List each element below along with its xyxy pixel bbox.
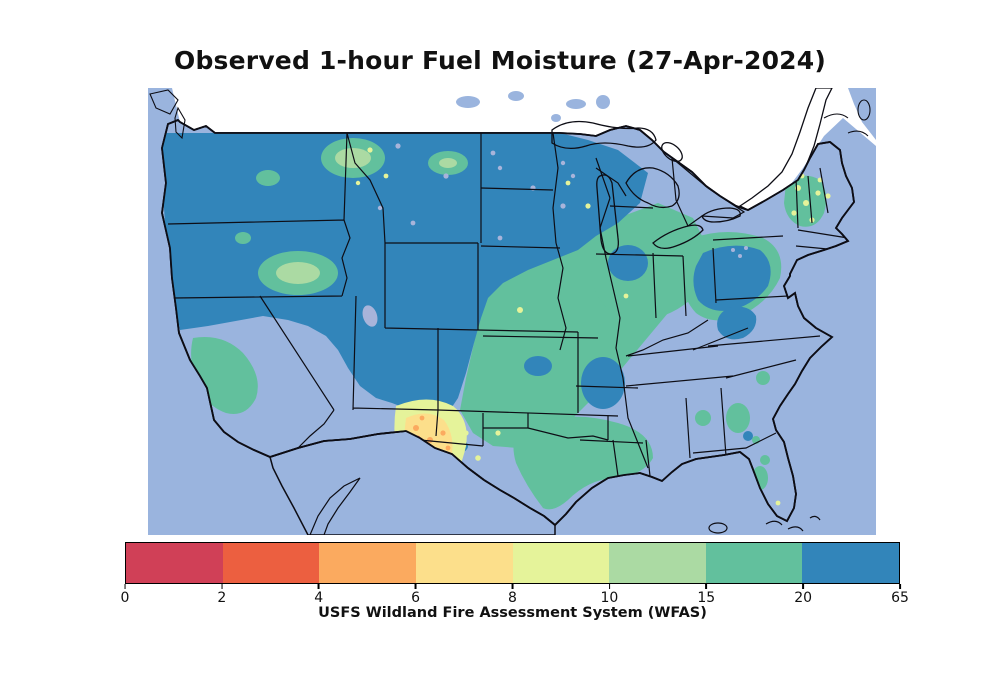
tick-label: 15 [697,590,716,606]
lake-ontario [701,207,741,223]
colorbar-segment-8-10 [512,543,610,583]
tick-mark [899,584,901,589]
usa-fuel-moisture-map [148,88,876,535]
colorbar-tick-20: 20 [794,584,812,606]
tick-mark [511,584,514,589]
colorbar-tick-8: 8 [508,584,517,606]
lake-huron [625,167,680,209]
gulf-of-california [309,477,361,535]
gulf-of-st-lawrence [848,88,876,140]
colorbar-segment-0-2 [126,543,223,583]
colorbar-label: USFS Wildland Fire Assessment System (WF… [318,605,707,621]
colorbar-segment-6-8 [415,543,513,583]
moisture-data-layer [162,132,849,510]
tick-mark [802,584,804,589]
colorbar-segment-20-65 [802,543,899,583]
georgian-bay [661,141,683,163]
colorbar-tick-4: 4 [314,584,323,606]
vancouver-island [149,89,179,115]
canadian-lakes [456,91,610,122]
tick-label: 65 [891,590,909,606]
colorbar-tick-6: 6 [411,584,420,606]
colorbar-segment-10-15 [609,543,706,583]
lake-erie [652,224,704,250]
maritime-coastline [823,113,869,137]
lake-michigan [596,174,619,255]
great-lakes [551,120,741,255]
colorbar-segment-4-6 [319,543,416,583]
tick-label: 8 [508,590,517,606]
tick-label: 4 [314,590,324,606]
lake-superior [551,120,657,150]
colorbar-tick-10: 10 [600,584,618,606]
map-canvas [148,88,876,535]
moisture-pockets [235,138,468,295]
tick-label: 20 [794,590,813,606]
tick-mark [317,584,320,589]
caribbean-islands [708,515,821,534]
tick-label: 10 [600,590,619,606]
tick-mark [124,584,126,589]
tick-mark [221,584,223,589]
tick-label: 6 [411,590,421,606]
state-borders [167,132,849,477]
colorbar-tick-0: 0 [120,584,130,606]
tick-mark [705,584,707,589]
colorbar [125,542,900,584]
maritime-island [857,99,871,121]
tick-mark [414,584,417,589]
tick-mark [608,584,611,589]
figure-title: Observed 1-hour Fuel Moisture (27-Apr-20… [174,46,826,75]
colorbar-segment-2-4 [222,543,320,583]
colorbar-segment-15-20 [705,543,803,583]
tick-label: 0 [120,590,130,606]
colorbar-tick-65: 65 [891,584,909,606]
moisture-20-65-main [162,133,648,418]
puget-sound [174,106,186,140]
ontario-peninsula [671,156,746,227]
tick-label: 2 [217,590,227,606]
inland-water-specks [362,143,748,327]
mexico-landmass [269,430,556,535]
colorbar-ticks: 0 2 4 6 8 10 15 20 65 [121,584,909,610]
moisture-20-65-patches [448,245,771,453]
colorbar-tick-2: 2 [217,584,226,606]
colorbar-tick-15: 15 [697,584,715,606]
